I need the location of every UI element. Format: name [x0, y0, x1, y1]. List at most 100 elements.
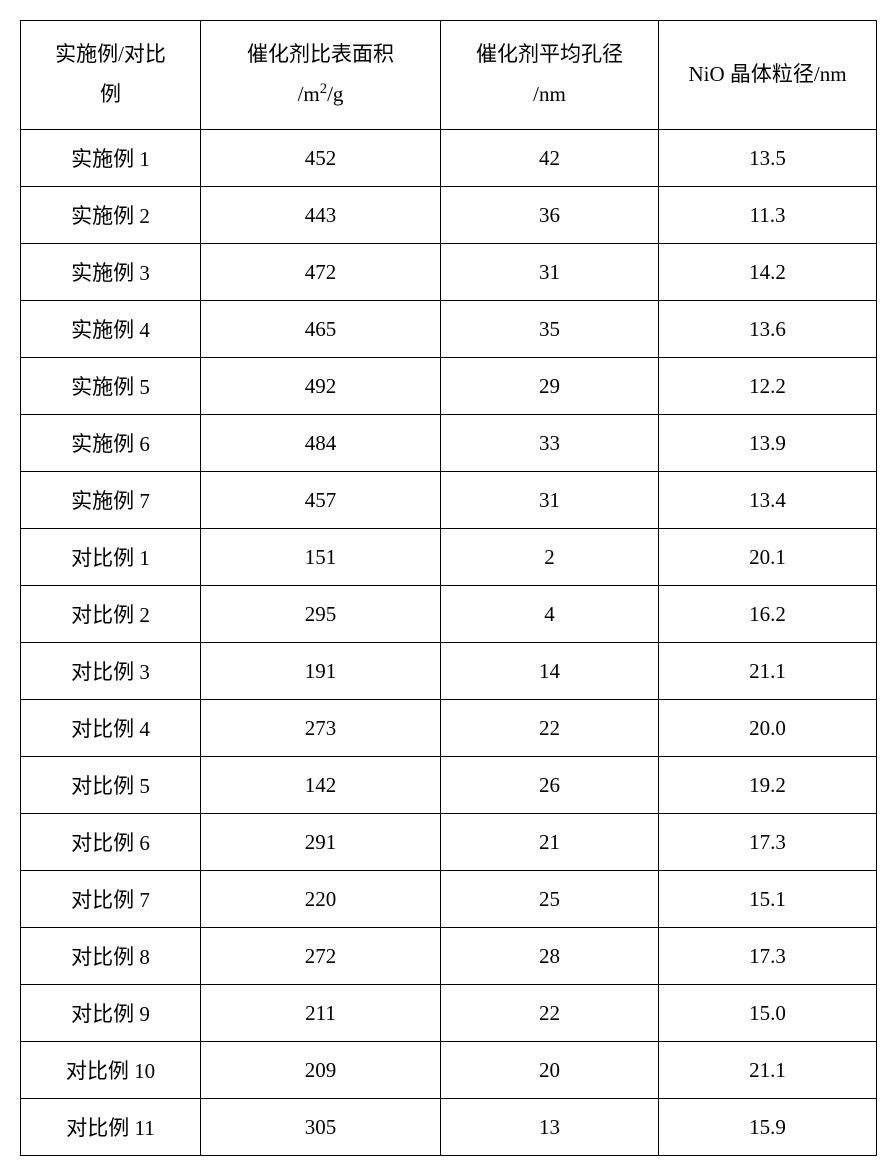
table-cell: 对比例 4	[21, 700, 201, 757]
table-cell: 21.1	[659, 1042, 877, 1099]
col-header-pore-diameter: 催化剂平均孔径 /nm	[441, 21, 659, 130]
table-cell: 42	[441, 130, 659, 187]
header-line1: 实施例/对比	[55, 42, 166, 66]
table-row: 对比例 102092021.1	[21, 1042, 877, 1099]
table-cell: 实施例 5	[21, 358, 201, 415]
table-cell: 31	[441, 472, 659, 529]
table-cell: 19.2	[659, 757, 877, 814]
table-cell: 20.1	[659, 529, 877, 586]
table-row: 实施例 14524213.5	[21, 130, 877, 187]
header-line2-sup: 2	[320, 81, 327, 97]
table-cell: 对比例 2	[21, 586, 201, 643]
header-line1: NiO 晶体粒径/nm	[688, 62, 846, 86]
table-cell: 13.6	[659, 301, 877, 358]
table-cell: 实施例 1	[21, 130, 201, 187]
table-cell: 33	[441, 415, 659, 472]
table-cell: 对比例 6	[21, 814, 201, 871]
table-cell: 对比例 1	[21, 529, 201, 586]
header-line2: 例	[100, 82, 121, 106]
table-cell: 35	[441, 301, 659, 358]
table-cell: 15.9	[659, 1099, 877, 1156]
table-row: 对比例 1151220.1	[21, 529, 877, 586]
table-cell: 实施例 4	[21, 301, 201, 358]
col-header-example: 实施例/对比 例	[21, 21, 201, 130]
table-cell: 443	[201, 187, 441, 244]
table-cell: 465	[201, 301, 441, 358]
table-row: 对比例 82722817.3	[21, 928, 877, 985]
table-cell: 13.4	[659, 472, 877, 529]
table-row: 实施例 44653513.6	[21, 301, 877, 358]
table-cell: 对比例 10	[21, 1042, 201, 1099]
table-row: 实施例 64843313.9	[21, 415, 877, 472]
table-cell: 272	[201, 928, 441, 985]
table-cell: 22	[441, 700, 659, 757]
table-body: 实施例 14524213.5实施例 24433611.3实施例 34723114…	[21, 130, 877, 1156]
table-cell: 20	[441, 1042, 659, 1099]
table-cell: 20.0	[659, 700, 877, 757]
table-cell: 22	[441, 985, 659, 1042]
table-cell: 191	[201, 643, 441, 700]
table-cell: 实施例 6	[21, 415, 201, 472]
table-cell: 对比例 3	[21, 643, 201, 700]
table-cell: 28	[441, 928, 659, 985]
table-row: 对比例 31911421.1	[21, 643, 877, 700]
table-cell: 实施例 2	[21, 187, 201, 244]
table-cell: 对比例 7	[21, 871, 201, 928]
table-cell: 13	[441, 1099, 659, 1156]
table-cell: 291	[201, 814, 441, 871]
table-cell: 13.9	[659, 415, 877, 472]
table-cell: 14.2	[659, 244, 877, 301]
catalyst-data-table: 实施例/对比 例 催化剂比表面积 /m2/g 催化剂平均孔径 /nm NiO 晶…	[20, 20, 877, 1156]
table-cell: 305	[201, 1099, 441, 1156]
table-cell: 对比例 8	[21, 928, 201, 985]
table-row: 对比例 2295416.2	[21, 586, 877, 643]
table-row: 实施例 54922912.2	[21, 358, 877, 415]
table-row: 对比例 42732220.0	[21, 700, 877, 757]
table-row: 实施例 34723114.2	[21, 244, 877, 301]
table-cell: 17.3	[659, 928, 877, 985]
table-cell: 452	[201, 130, 441, 187]
header-line1: 催化剂比表面积	[247, 42, 394, 66]
table-cell: 15.1	[659, 871, 877, 928]
table-row: 对比例 72202515.1	[21, 871, 877, 928]
table-cell: 211	[201, 985, 441, 1042]
header-line1: 催化剂平均孔径	[476, 42, 623, 66]
table-row: 对比例 51422619.2	[21, 757, 877, 814]
table-cell: 472	[201, 244, 441, 301]
table-cell: 16.2	[659, 586, 877, 643]
table-cell: 151	[201, 529, 441, 586]
table-cell: 对比例 9	[21, 985, 201, 1042]
table-cell: 17.3	[659, 814, 877, 871]
table-cell: 2	[441, 529, 659, 586]
table-cell: 31	[441, 244, 659, 301]
table-cell: 209	[201, 1042, 441, 1099]
table-cell: 21	[441, 814, 659, 871]
table-row: 实施例 24433611.3	[21, 187, 877, 244]
table-cell: 14	[441, 643, 659, 700]
table-row: 对比例 113051315.9	[21, 1099, 877, 1156]
table-cell: 21.1	[659, 643, 877, 700]
header-line2: /nm	[533, 82, 566, 106]
table-cell: 26	[441, 757, 659, 814]
table-row: 对比例 92112215.0	[21, 985, 877, 1042]
table-cell: 273	[201, 700, 441, 757]
table-cell: 220	[201, 871, 441, 928]
col-header-surface-area: 催化剂比表面积 /m2/g	[201, 21, 441, 130]
table-cell: 13.5	[659, 130, 877, 187]
table-header-row: 实施例/对比 例 催化剂比表面积 /m2/g 催化剂平均孔径 /nm NiO 晶…	[21, 21, 877, 130]
header-line2-suffix: /g	[327, 82, 343, 106]
table-cell: 142	[201, 757, 441, 814]
table-cell: 457	[201, 472, 441, 529]
table-cell: 实施例 7	[21, 472, 201, 529]
table-cell: 11.3	[659, 187, 877, 244]
table-cell: 492	[201, 358, 441, 415]
table-cell: 15.0	[659, 985, 877, 1042]
table-cell: 对比例 5	[21, 757, 201, 814]
table-cell: 实施例 3	[21, 244, 201, 301]
col-header-nio-crystal: NiO 晶体粒径/nm	[659, 21, 877, 130]
table-row: 实施例 74573113.4	[21, 472, 877, 529]
table-row: 对比例 62912117.3	[21, 814, 877, 871]
table-cell: 12.2	[659, 358, 877, 415]
table-cell: 36	[441, 187, 659, 244]
table-cell: 29	[441, 358, 659, 415]
